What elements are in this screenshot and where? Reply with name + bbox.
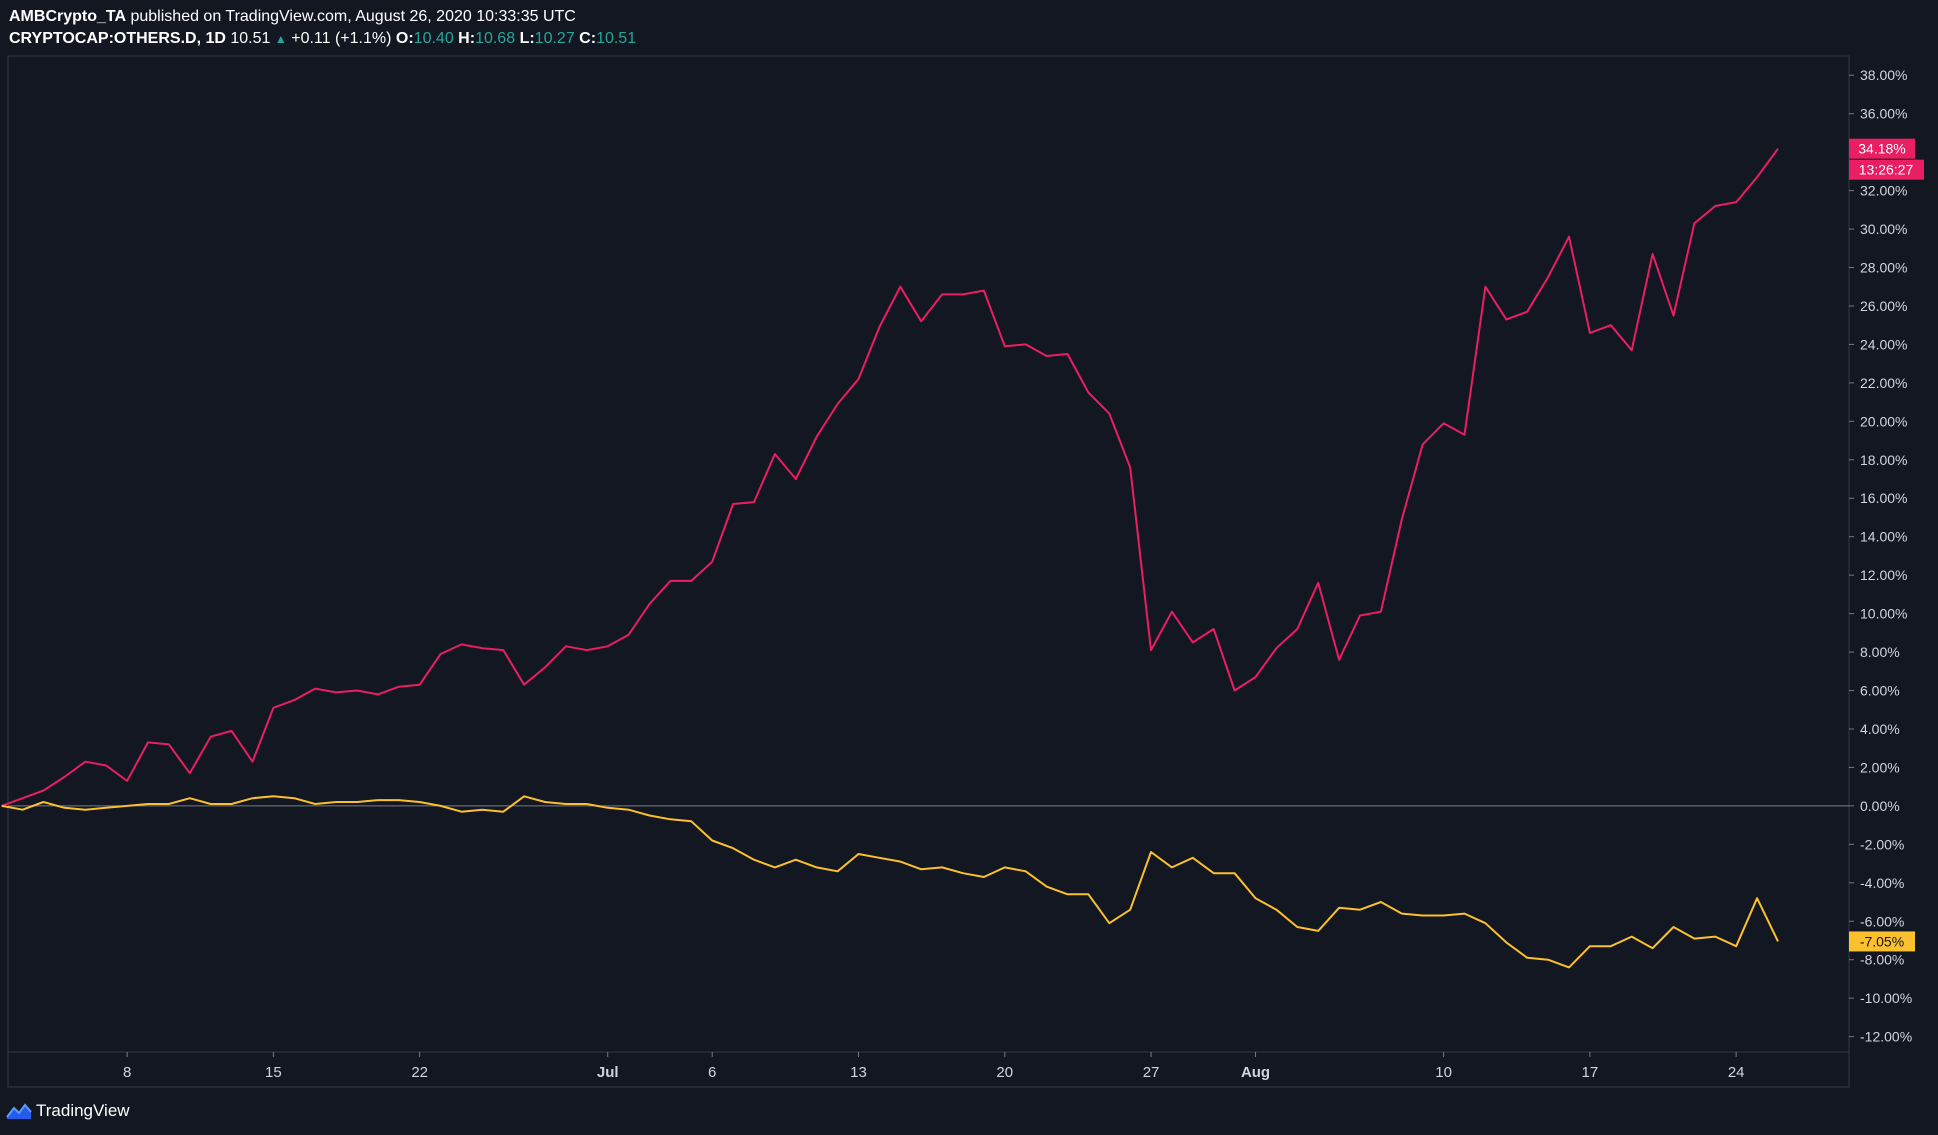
x-tick-label: 17 (1582, 1064, 1599, 1081)
y-tick-label: 8.00% (1860, 644, 1900, 660)
y-tick-label: 24.00% (1860, 336, 1907, 352)
low-label: L: (519, 30, 535, 47)
y-tick-label: -6.00% (1860, 913, 1904, 929)
open-label: O: (395, 30, 414, 47)
footer: TradingView (6, 1098, 130, 1124)
open-value: 10.40 (413, 30, 454, 47)
plot-border (7, 55, 1850, 1088)
y-tick-label: 14.00% (1860, 529, 1907, 545)
x-tick-label: 15 (265, 1064, 282, 1081)
x-tick-label: 27 (1143, 1064, 1160, 1081)
chart-frame (7, 55, 1850, 1088)
countdown-label: 13:26:27 (1859, 162, 1914, 178)
x-tick-label: 10 (1435, 1064, 1452, 1081)
series-1 (1, 148, 1779, 807)
low-value: 10.27 (534, 30, 575, 47)
high-label: H: (458, 30, 476, 47)
close-label: C: (579, 30, 597, 47)
series-line (1, 148, 1779, 807)
series-layer (1, 148, 1779, 969)
y-tick-label: 12.00% (1860, 567, 1907, 583)
y-tick-label: 32.00% (1860, 183, 1907, 199)
high-value: 10.68 (475, 30, 516, 47)
y-tick-label: -12.00% (1860, 1029, 1912, 1045)
x-tick-label: 8 (123, 1064, 131, 1081)
y-tick-label: -2.00% (1860, 836, 1904, 852)
y-tick-label: 6.00% (1860, 683, 1900, 699)
y-tick-label: 0.00% (1860, 798, 1900, 814)
series-line (1, 795, 1779, 969)
x-tick-label: 24 (1728, 1064, 1745, 1081)
y-tick-label: 22.00% (1860, 375, 1907, 391)
x-tick-label: 6 (708, 1064, 716, 1081)
publish-line: AMBCrypto_TA published on TradingView.co… (9, 6, 636, 28)
symbol-line: CRYPTOCAP:OTHERS.D, 1D 10.51 ▲ +0.11 (+1… (9, 28, 636, 50)
last-value-label: -7.05% (1860, 933, 1904, 949)
x-tick-label: 20 (996, 1064, 1013, 1081)
author-name[interactable]: AMBCrypto_TA (9, 8, 127, 25)
y-tick-label: 28.00% (1860, 260, 1907, 276)
y-tick-label: 36.00% (1860, 106, 1907, 122)
y-axis[interactable]: 38.00%36.00%34.00%32.00%30.00%28.00%26.0… (1849, 67, 1912, 1045)
change-value: +0.11 (+1.1%) (291, 30, 392, 47)
price-badges: 34.18% 13:26:27 -7.05% (1849, 138, 1924, 952)
y-tick-label: 4.00% (1860, 721, 1900, 737)
y-tick-label: 10.00% (1860, 606, 1907, 622)
tradingview-logo-icon[interactable] (6, 1101, 32, 1121)
y-tick-label: 18.00% (1860, 452, 1907, 468)
up-triangle-icon: ▲ (274, 32, 287, 46)
y-tick-label: 26.00% (1860, 298, 1907, 314)
y-tick-label: -8.00% (1860, 952, 1904, 968)
y-tick-label: 16.00% (1860, 490, 1907, 506)
last-value-badge (1849, 931, 1915, 952)
last-value: 10.51 (230, 30, 271, 47)
brand-name[interactable]: TradingView (36, 1101, 130, 1120)
y-tick-label: 38.00% (1860, 67, 1907, 83)
close-value: 10.51 (596, 30, 637, 47)
y-tick-label: -4.00% (1860, 875, 1904, 891)
symbol-name[interactable]: CRYPTOCAP:OTHERS.D, 1D (9, 30, 226, 47)
x-axis[interactable]: 8 15 22 Jul 6 13 20 27 Aug 10 17 24 (123, 1052, 1745, 1081)
y-tick-label: 20.00% (1860, 413, 1907, 429)
x-tick-label: 13 (850, 1064, 867, 1081)
chart-header: AMBCrypto_TA published on TradingView.co… (9, 6, 636, 50)
last-value-label: 34.18% (1858, 141, 1905, 157)
last-value-badge (1849, 138, 1915, 159)
y-tick-label: 2.00% (1860, 759, 1900, 775)
y-tick-label: 30.00% (1860, 221, 1907, 237)
x-tick-label: 22 (411, 1064, 428, 1081)
x-tick-label: Jul (597, 1064, 619, 1081)
x-tick-label: Aug (1241, 1064, 1270, 1081)
published-text: published on TradingView.com, August 26,… (130, 8, 576, 25)
countdown-badge (1849, 159, 1924, 180)
y-tick-label: -10.00% (1860, 990, 1912, 1006)
series-2 (1, 795, 1779, 969)
